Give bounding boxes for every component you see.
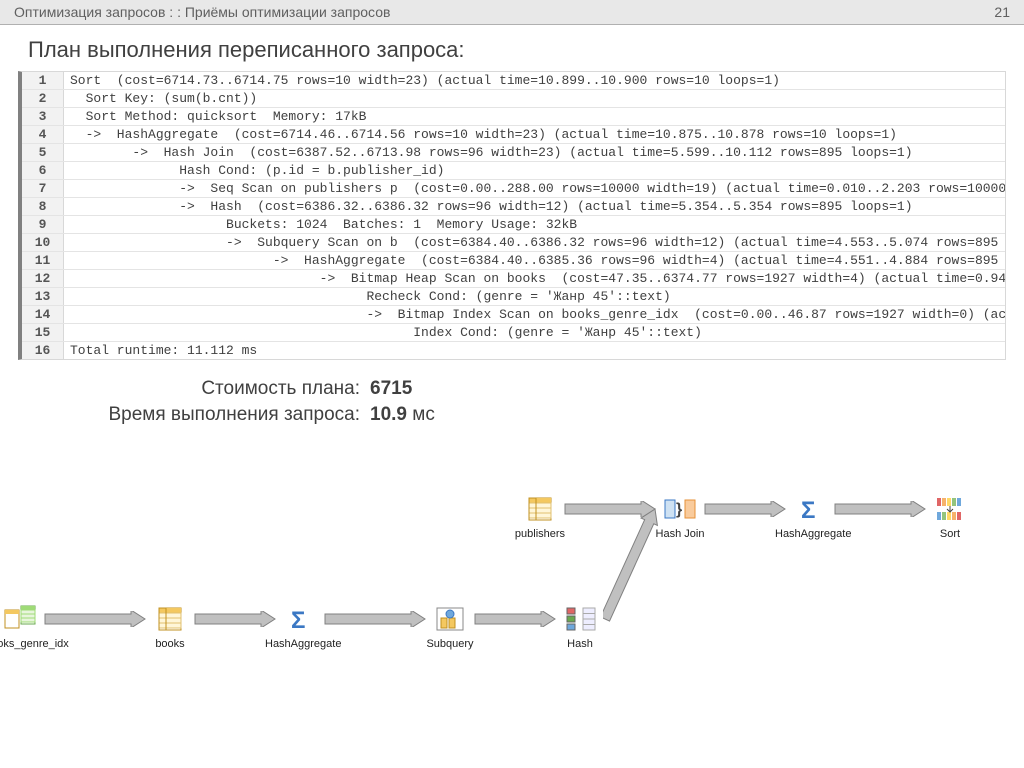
plan-line-text: -> Bitmap Index Scan on books_genre_idx … [64, 306, 1005, 323]
plan-line-text: Total runtime: 11.112 ms [64, 342, 263, 359]
plan-cost-value: 6715 [370, 378, 412, 400]
exec-time-label: Время выполнения запроса: [0, 404, 370, 426]
plan-line-text: -> Bitmap Heap Scan on books (cost=47.35… [64, 270, 1005, 287]
sort-icon [933, 494, 967, 524]
slide-header: Оптимизация запросов : : Приёмы оптимиза… [0, 0, 1024, 25]
plan-row: 8 -> Hash (cost=6386.32..6386.32 rows=96… [22, 198, 1005, 216]
line-number: 14 [22, 306, 64, 323]
plan-line-text: -> Hash Join (cost=6387.52..6713.98 rows… [64, 144, 919, 161]
plan-row: 14 -> Bitmap Index Scan on books_genre_i… [22, 306, 1005, 324]
sigma-icon: Σ [793, 494, 827, 524]
arrow-icon [563, 501, 665, 517]
arrow-icon [43, 611, 155, 627]
plan-line-text: -> HashAggregate (cost=6714.46..6714.56 … [64, 126, 903, 143]
plan-row: 9 Buckets: 1024 Batches: 1 Memory Usage:… [22, 216, 1005, 234]
diagram-node-label: books [135, 638, 205, 650]
plan-cost-label: Стоимость плана: [0, 378, 370, 400]
arrow-icon [703, 501, 795, 517]
arrow-icon [603, 501, 665, 627]
line-number: 3 [22, 108, 64, 125]
diagram-node-label: books_genre_idx [0, 638, 55, 650]
plan-row: 10 -> Subquery Scan on b (cost=6384.40..… [22, 234, 1005, 252]
diagram-node-label: publishers [505, 528, 575, 540]
line-number: 15 [22, 324, 64, 341]
plan-row: 4 -> HashAggregate (cost=6714.46..6714.5… [22, 126, 1005, 144]
line-number: 1 [22, 72, 64, 89]
line-number: 7 [22, 180, 64, 197]
exec-time-value: 10.9 мс [370, 404, 435, 426]
diagram-node-label: Subquery [415, 638, 485, 650]
arrow-icon [833, 501, 935, 517]
table-icon [523, 494, 557, 524]
plan-row: 3 Sort Method: quicksort Memory: 17kB [22, 108, 1005, 126]
plan-line-text: -> Seq Scan on publishers p (cost=0.00..… [64, 180, 1005, 197]
diagram-node-label: HashAggregate [775, 528, 845, 540]
slide-title: План выполнения переписанного запроса: [0, 25, 1024, 71]
index-icon [3, 604, 37, 634]
explain-plan-table: 1Sort (cost=6714.73..6714.75 rows=10 wid… [18, 71, 1006, 360]
plan-line-text: Sort Key: (sum(b.cnt)) [64, 90, 263, 107]
svg-text:Σ: Σ [801, 497, 815, 524]
diagram-node-label: Sort [915, 528, 985, 540]
line-number: 4 [22, 126, 64, 143]
arrow-icon [323, 611, 435, 627]
line-number: 9 [22, 216, 64, 233]
plan-row: 11 -> HashAggregate (cost=6384.40..6385.… [22, 252, 1005, 270]
plan-line-text: -> HashAggregate (cost=6384.40..6385.36 … [64, 252, 1005, 269]
line-number: 10 [22, 234, 64, 251]
line-number: 12 [22, 270, 64, 287]
plan-row: 6 Hash Cond: (p.id = b.publisher_id) [22, 162, 1005, 180]
line-number: 2 [22, 90, 64, 107]
line-number: 8 [22, 198, 64, 215]
header-left: Оптимизация запросов : : Приёмы оптимиза… [14, 4, 390, 20]
plan-line-text: Sort Method: quicksort Memory: 17kB [64, 108, 372, 125]
plan-row: 13 Recheck Cond: (genre = 'Жанр 45'::tex… [22, 288, 1005, 306]
line-number: 11 [22, 252, 64, 269]
join-icon: } [663, 494, 697, 524]
table-icon [153, 604, 187, 634]
line-number: 13 [22, 288, 64, 305]
line-number: 6 [22, 162, 64, 179]
line-number: 16 [22, 342, 64, 359]
plan-line-text: Index Cond: (genre = 'Жанр 45'::text) [64, 324, 708, 341]
plan-line-text: Recheck Cond: (genre = 'Жанр 45'::text) [64, 288, 677, 305]
plan-row: 1Sort (cost=6714.73..6714.75 rows=10 wid… [22, 72, 1005, 90]
plan-row: 12 -> Bitmap Heap Scan on books (cost=47… [22, 270, 1005, 288]
plan-line-text: Hash Cond: (p.id = b.publisher_id) [64, 162, 450, 179]
diagram-node-label: Hash [545, 638, 615, 650]
arrow-icon [473, 611, 565, 627]
plan-line-text: Buckets: 1024 Batches: 1 Memory Usage: 3… [64, 216, 583, 233]
header-page-number: 21 [994, 4, 1010, 20]
plan-line-text: Sort (cost=6714.73..6714.75 rows=10 widt… [64, 72, 786, 89]
svg-text:Σ: Σ [291, 607, 305, 634]
subq-icon [433, 604, 467, 634]
plan-row: 7 -> Seq Scan on publishers p (cost=0.00… [22, 180, 1005, 198]
sigma-icon: Σ [283, 604, 317, 634]
plan-row: 15 Index Cond: (genre = 'Жанр 45'::text) [22, 324, 1005, 342]
line-number: 5 [22, 144, 64, 161]
stats-block: Стоимость плана: 6715 Время выполнения з… [0, 378, 1024, 426]
diagram-node-label: HashAggregate [265, 638, 335, 650]
plan-line-text: -> Subquery Scan on b (cost=6384.40..638… [64, 234, 1005, 251]
svg-text:}: } [676, 501, 682, 518]
plan-row: 2 Sort Key: (sum(b.cnt)) [22, 90, 1005, 108]
hash-icon [563, 604, 597, 634]
plan-row: 5 -> Hash Join (cost=6387.52..6713.98 ro… [22, 144, 1005, 162]
arrow-icon [193, 611, 285, 627]
plan-diagram: books_genre_idx books Σ HashAggregate Subque… [0, 456, 1024, 676]
plan-row: 16Total runtime: 11.112 ms [22, 342, 1005, 359]
plan-line-text: -> Hash (cost=6386.32..6386.32 rows=96 w… [64, 198, 919, 215]
